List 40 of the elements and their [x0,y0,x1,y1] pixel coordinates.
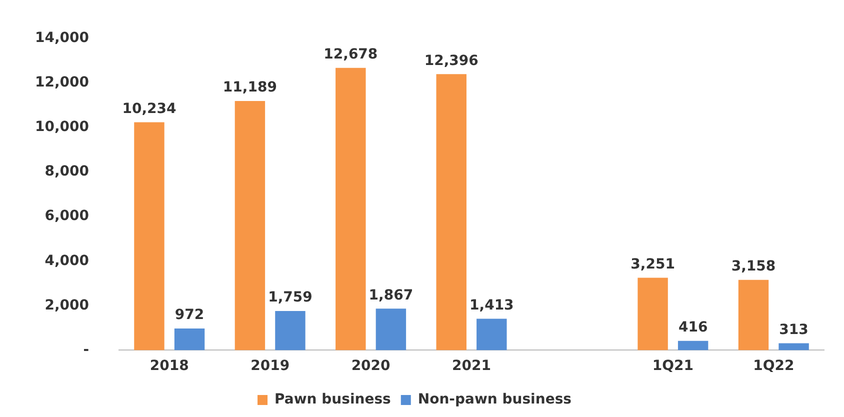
data-label: 10,234 [122,100,177,117]
legend-label: Non-pawn business [418,392,572,408]
bar [476,318,507,350]
y-tick-label: 12,000 [34,74,90,91]
data-label: 1,867 [368,287,414,304]
data-label: 1,413 [470,297,514,314]
data-label: 972 [174,307,204,324]
y-tick-label: 6,000 [44,208,90,224]
data-label: 11,189 [222,80,277,96]
y-tick-label: 8,000 [44,164,90,180]
bar [174,328,205,350]
x-tick-label: 2018 [150,358,189,374]
x-tick-label: 2019 [250,358,290,374]
x-tick-label: 2021 [452,358,491,374]
data-label: 3,251 [630,256,675,272]
data-label: 416 [678,320,708,336]
bar [336,68,366,350]
x-tick-label: 1Q22 [753,358,794,374]
y-tick-label: 2,000 [44,297,90,314]
data-label: 12,396 [424,52,478,69]
bar [376,308,406,350]
bar [234,101,266,350]
x-tick-label: 1Q21 [652,358,694,374]
data-label: 3,158 [731,258,776,275]
y-tick-label: 4,000 [44,252,90,269]
y-tick-label: - [83,342,90,358]
data-label: 1,759 [268,290,312,306]
bar [275,311,306,350]
y-tick-label: 10,000 [34,119,90,136]
x-tick-label: 2020 [351,358,391,374]
legend-label: Pawn business [274,392,391,408]
bar [738,280,769,350]
bar [436,74,466,350]
data-label: 12,678 [324,46,378,62]
bar [678,340,708,350]
bar [778,343,809,350]
data-label: 313 [779,322,808,338]
y-tick-label: 14,000 [34,30,90,46]
bar [638,278,668,350]
bar [134,122,164,350]
